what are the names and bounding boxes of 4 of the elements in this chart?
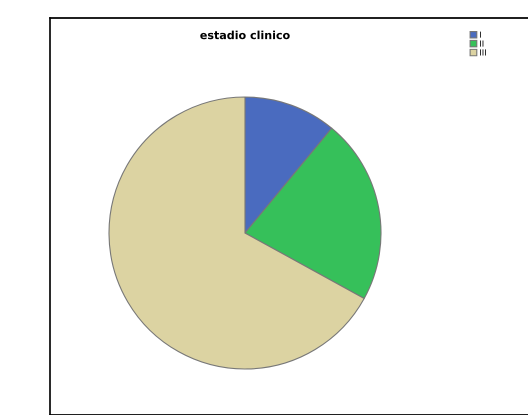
legend-label: I [480, 32, 481, 38]
legend-label: II [480, 40, 484, 47]
chart-title: estadio clinico [200, 30, 290, 40]
legend-label: III [480, 49, 486, 56]
